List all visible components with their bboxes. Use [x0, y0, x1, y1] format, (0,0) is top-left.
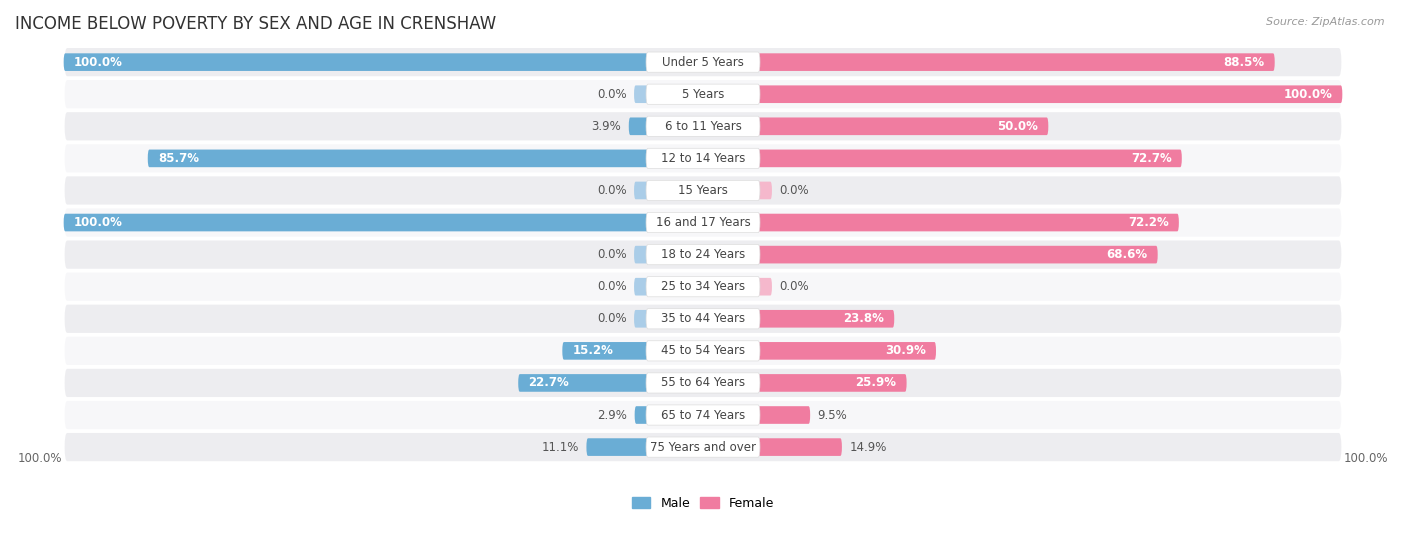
Text: 0.0%: 0.0%: [779, 184, 808, 197]
FancyBboxPatch shape: [758, 374, 907, 392]
FancyBboxPatch shape: [758, 246, 1157, 263]
FancyBboxPatch shape: [645, 148, 761, 168]
Text: 11.1%: 11.1%: [541, 440, 579, 453]
Text: 100.0%: 100.0%: [1284, 88, 1333, 101]
FancyBboxPatch shape: [645, 437, 761, 457]
Text: 0.0%: 0.0%: [779, 280, 808, 293]
FancyBboxPatch shape: [586, 438, 648, 456]
FancyBboxPatch shape: [645, 181, 761, 201]
Text: 68.6%: 68.6%: [1107, 248, 1147, 261]
Text: 85.7%: 85.7%: [157, 152, 198, 165]
Text: 30.9%: 30.9%: [884, 344, 927, 357]
FancyBboxPatch shape: [758, 406, 810, 424]
Text: 100.0%: 100.0%: [73, 56, 122, 69]
FancyBboxPatch shape: [645, 116, 761, 136]
FancyBboxPatch shape: [758, 214, 1178, 231]
Text: 35 to 44 Years: 35 to 44 Years: [661, 312, 745, 325]
Text: 2.9%: 2.9%: [598, 409, 627, 421]
FancyBboxPatch shape: [758, 150, 1182, 167]
FancyBboxPatch shape: [148, 150, 648, 167]
FancyBboxPatch shape: [562, 342, 648, 359]
FancyBboxPatch shape: [645, 52, 761, 72]
Text: 45 to 54 Years: 45 to 54 Years: [661, 344, 745, 357]
FancyBboxPatch shape: [758, 310, 894, 328]
Text: 0.0%: 0.0%: [598, 312, 627, 325]
FancyBboxPatch shape: [65, 401, 1341, 429]
Text: INCOME BELOW POVERTY BY SEX AND AGE IN CRENSHAW: INCOME BELOW POVERTY BY SEX AND AGE IN C…: [15, 15, 496, 33]
FancyBboxPatch shape: [65, 144, 1341, 173]
FancyBboxPatch shape: [645, 244, 761, 265]
Text: 100.0%: 100.0%: [18, 452, 62, 465]
FancyBboxPatch shape: [758, 278, 772, 296]
FancyBboxPatch shape: [645, 84, 761, 105]
Legend: Male, Female: Male, Female: [627, 492, 779, 515]
Text: 100.0%: 100.0%: [73, 216, 122, 229]
FancyBboxPatch shape: [65, 209, 1341, 236]
Text: 0.0%: 0.0%: [598, 248, 627, 261]
Text: 9.5%: 9.5%: [818, 409, 848, 421]
FancyBboxPatch shape: [634, 182, 648, 199]
FancyBboxPatch shape: [65, 337, 1341, 365]
Text: 6 to 11 Years: 6 to 11 Years: [665, 120, 741, 133]
Text: 55 to 64 Years: 55 to 64 Years: [661, 376, 745, 390]
FancyBboxPatch shape: [519, 374, 648, 392]
FancyBboxPatch shape: [645, 373, 761, 393]
FancyBboxPatch shape: [634, 310, 648, 328]
Text: 72.2%: 72.2%: [1128, 216, 1168, 229]
Text: 0.0%: 0.0%: [598, 184, 627, 197]
Text: 22.7%: 22.7%: [529, 376, 569, 390]
FancyBboxPatch shape: [65, 305, 1341, 333]
FancyBboxPatch shape: [65, 176, 1341, 205]
Text: 18 to 24 Years: 18 to 24 Years: [661, 248, 745, 261]
Text: 5 Years: 5 Years: [682, 88, 724, 101]
FancyBboxPatch shape: [634, 86, 648, 103]
FancyBboxPatch shape: [65, 273, 1341, 301]
FancyBboxPatch shape: [63, 214, 648, 231]
Text: 65 to 74 Years: 65 to 74 Years: [661, 409, 745, 421]
FancyBboxPatch shape: [645, 405, 761, 425]
FancyBboxPatch shape: [645, 309, 761, 329]
Text: 16 and 17 Years: 16 and 17 Years: [655, 216, 751, 229]
Text: 88.5%: 88.5%: [1223, 56, 1264, 69]
FancyBboxPatch shape: [65, 240, 1341, 269]
FancyBboxPatch shape: [758, 117, 1049, 135]
FancyBboxPatch shape: [63, 53, 648, 71]
FancyBboxPatch shape: [628, 117, 648, 135]
Text: Source: ZipAtlas.com: Source: ZipAtlas.com: [1267, 17, 1385, 27]
Text: 12 to 14 Years: 12 to 14 Years: [661, 152, 745, 165]
Text: 23.8%: 23.8%: [844, 312, 884, 325]
FancyBboxPatch shape: [645, 212, 761, 233]
FancyBboxPatch shape: [65, 80, 1341, 108]
FancyBboxPatch shape: [758, 438, 842, 456]
FancyBboxPatch shape: [758, 86, 1343, 103]
FancyBboxPatch shape: [758, 342, 936, 359]
FancyBboxPatch shape: [65, 433, 1341, 461]
Text: 75 Years and over: 75 Years and over: [650, 440, 756, 453]
Text: 0.0%: 0.0%: [598, 280, 627, 293]
Text: 25 to 34 Years: 25 to 34 Years: [661, 280, 745, 293]
FancyBboxPatch shape: [758, 182, 772, 199]
FancyBboxPatch shape: [634, 406, 648, 424]
Text: 50.0%: 50.0%: [997, 120, 1038, 133]
Text: 3.9%: 3.9%: [592, 120, 621, 133]
Text: 72.7%: 72.7%: [1130, 152, 1171, 165]
FancyBboxPatch shape: [645, 277, 761, 297]
Text: 15 Years: 15 Years: [678, 184, 728, 197]
Text: 15.2%: 15.2%: [572, 344, 613, 357]
FancyBboxPatch shape: [634, 278, 648, 296]
FancyBboxPatch shape: [65, 369, 1341, 397]
FancyBboxPatch shape: [65, 112, 1341, 140]
Text: 100.0%: 100.0%: [1344, 452, 1388, 465]
Text: 0.0%: 0.0%: [598, 88, 627, 101]
Text: Under 5 Years: Under 5 Years: [662, 56, 744, 69]
FancyBboxPatch shape: [65, 48, 1341, 76]
Text: 25.9%: 25.9%: [855, 376, 897, 390]
FancyBboxPatch shape: [758, 53, 1275, 71]
FancyBboxPatch shape: [645, 341, 761, 361]
Text: 14.9%: 14.9%: [849, 440, 887, 453]
FancyBboxPatch shape: [634, 246, 648, 263]
